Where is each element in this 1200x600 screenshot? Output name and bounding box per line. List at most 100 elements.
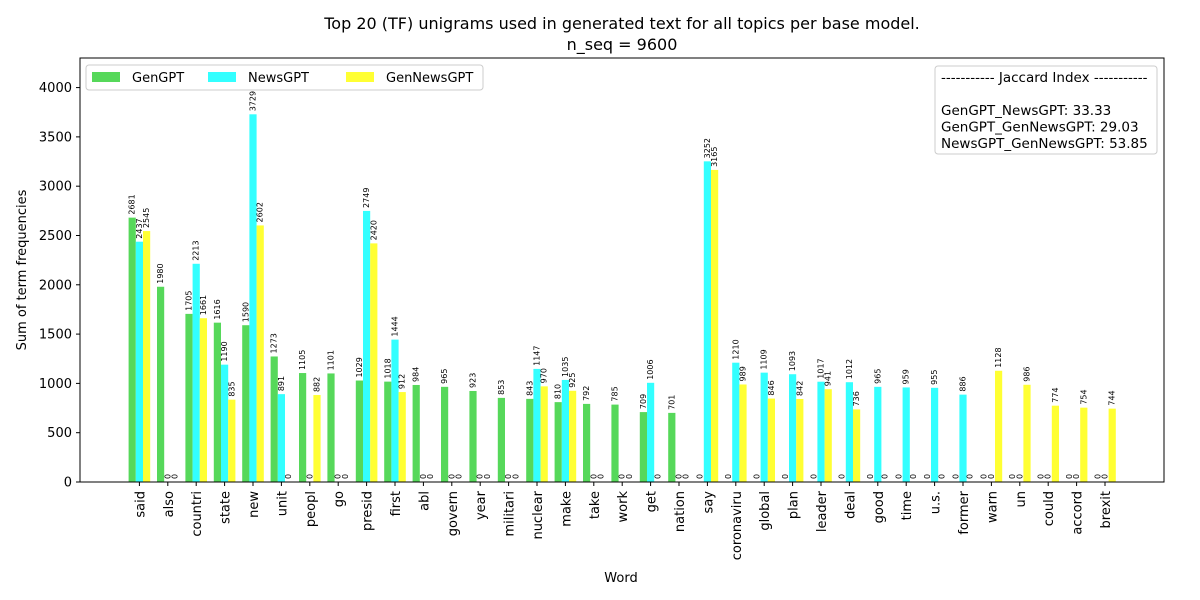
bar-GenGPT-nuclear: [526, 398, 534, 482]
bar-value-label: 0: [419, 474, 428, 479]
bar-GenNewsGPT-first: [398, 392, 406, 482]
y-tick-label: 1500: [39, 328, 72, 343]
bar-value-label: 810: [554, 384, 563, 399]
bar-value-label: 1210: [731, 339, 740, 359]
y-tick-label: 2000: [39, 278, 72, 293]
bar-NewsGPT-unit: [277, 394, 285, 482]
jaccard-header: ----------- Jaccard Index -----------: [941, 70, 1148, 86]
bar-value-label: 736: [852, 391, 861, 406]
legend-swatch-NewsGPT: [208, 72, 236, 82]
bar-value-label: 965: [440, 369, 449, 384]
bar-value-label: 0: [1093, 474, 1102, 479]
bar-GenGPT-said: [128, 217, 136, 482]
legend-label-GenNewsGPT: GenNewsGPT: [386, 71, 473, 86]
bar-GenGPT-abl: [412, 384, 420, 482]
bar-value-label: 0: [987, 474, 996, 479]
x-tick-label: also: [162, 491, 177, 517]
x-tick-label: unit: [275, 491, 290, 516]
jaccard-frame: [934, 65, 1158, 155]
bar-value-label: 1029: [355, 357, 364, 377]
bar-value-label: 774: [1051, 387, 1060, 402]
bar-GenNewsGPT-coronaviru: [739, 384, 747, 482]
bar-value-label: 2437: [135, 218, 144, 238]
bar-GenNewsGPT-leader: [824, 389, 832, 482]
bar-value-label: 0: [696, 474, 705, 479]
legend-label-GenGPT: GenGPT: [132, 71, 184, 86]
bar-value-label: 701: [667, 395, 676, 410]
bar-GenGPT-work: [611, 404, 619, 482]
bar-value-label: 792: [582, 386, 591, 401]
bar-GenGPT-unit: [270, 356, 278, 482]
bar-value-label: 0: [334, 474, 343, 479]
bar-value-label: 0: [881, 474, 890, 479]
x-tick-label: time: [900, 491, 915, 520]
x-tick-label: countri: [190, 491, 205, 537]
bar-value-label: 0: [511, 474, 520, 479]
x-tick-label: could: [1042, 491, 1057, 526]
bar-GenGPT-make: [554, 402, 562, 482]
bar-value-label: 1616: [213, 299, 222, 319]
bar-value-label: 1190: [220, 341, 229, 361]
bar-value-label: 970: [540, 368, 549, 383]
chart-subtitle: n_seq = 9600: [567, 35, 678, 55]
bar-GenNewsGPT-new: [256, 225, 264, 482]
bar-value-label: 0: [1072, 474, 1081, 479]
bar-value-label: 965: [873, 369, 882, 384]
bar-value-label: 0: [1015, 474, 1024, 479]
bar-GenGPT-go: [327, 373, 335, 482]
bar-value-label: 0: [1101, 474, 1110, 479]
bar-value-label: 0: [447, 474, 456, 479]
legend: GenGPT NewsGPT GenNewsGPT: [85, 64, 484, 91]
y-tick-label: 4000: [39, 81, 72, 96]
x-tick-label: said: [133, 491, 148, 518]
bar-value-label: 0: [682, 474, 691, 479]
x-tick-label: go: [332, 491, 347, 507]
jaccard-box: ----------- Jaccard Index ----------- Gen…: [934, 65, 1158, 155]
bar-value-label: 0: [909, 474, 918, 479]
bar-value-label: 0: [341, 474, 350, 479]
bar-value-label: 0: [597, 474, 606, 479]
bar-value-label: 0: [1044, 474, 1053, 479]
bar-GenNewsGPT-could: [1051, 405, 1059, 482]
bar-value-label: 1661: [199, 295, 208, 315]
bar-value-label: 1705: [185, 291, 194, 311]
bar-NewsGPT-time: [902, 387, 910, 482]
x-tick-label: nuclear: [531, 490, 546, 539]
bar-value-label: 0: [809, 474, 818, 479]
x-tick-label: take: [588, 491, 603, 519]
bar-value-label: 1444: [391, 316, 400, 336]
bar-value-label: 0: [1037, 474, 1046, 479]
bar-value-label: 989: [739, 366, 748, 381]
x-axis-label: Word: [604, 571, 637, 586]
bar-GenGPT-also: [157, 286, 165, 482]
bar-value-label: 2213: [192, 240, 201, 260]
bar-GenGPT-countri: [185, 313, 193, 482]
jaccard-line: GenGPT_NewsGPT: 33.33: [941, 103, 1111, 119]
bar-value-label: 3729: [249, 91, 258, 111]
bar-value-label: 0: [625, 474, 634, 479]
bar-value-label: 1109: [760, 349, 769, 369]
bar-value-label: 1980: [156, 263, 165, 283]
x-tick-label: state: [219, 491, 234, 524]
bar-GenNewsGPT-un: [1023, 384, 1031, 482]
bar-value-label: 0: [951, 474, 960, 479]
bar-value-label: 886: [959, 376, 968, 391]
bar-NewsGPT-presid: [363, 210, 371, 483]
bar-value-label: 0: [589, 474, 598, 479]
bar-NewsGPT-said: [135, 241, 143, 482]
bar-NewsGPT-first: [391, 339, 399, 482]
bar-GenGPT-first: [384, 381, 392, 482]
x-tick-label: u.s.: [929, 491, 944, 514]
y-axis-label: Sum of term frequencies: [15, 189, 30, 350]
bar-value-label: 2545: [142, 208, 151, 228]
axes-layer: 0 500 1000 1500 2000 2500 3000 3500 4000 said also…: [39, 57, 1165, 560]
bar-value-label: 1273: [270, 333, 279, 353]
bar-GenNewsGPT-accord: [1080, 407, 1088, 482]
bar-GenGPT-militari: [497, 397, 505, 482]
x-tick-label: govern: [446, 491, 461, 536]
bar-value-label: 0: [923, 474, 932, 479]
x-tick-label: new: [247, 491, 262, 518]
bar-GenGPT-new: [242, 325, 250, 482]
y-tick-label: 500: [47, 426, 72, 441]
bar-NewsGPT-new: [249, 114, 257, 482]
